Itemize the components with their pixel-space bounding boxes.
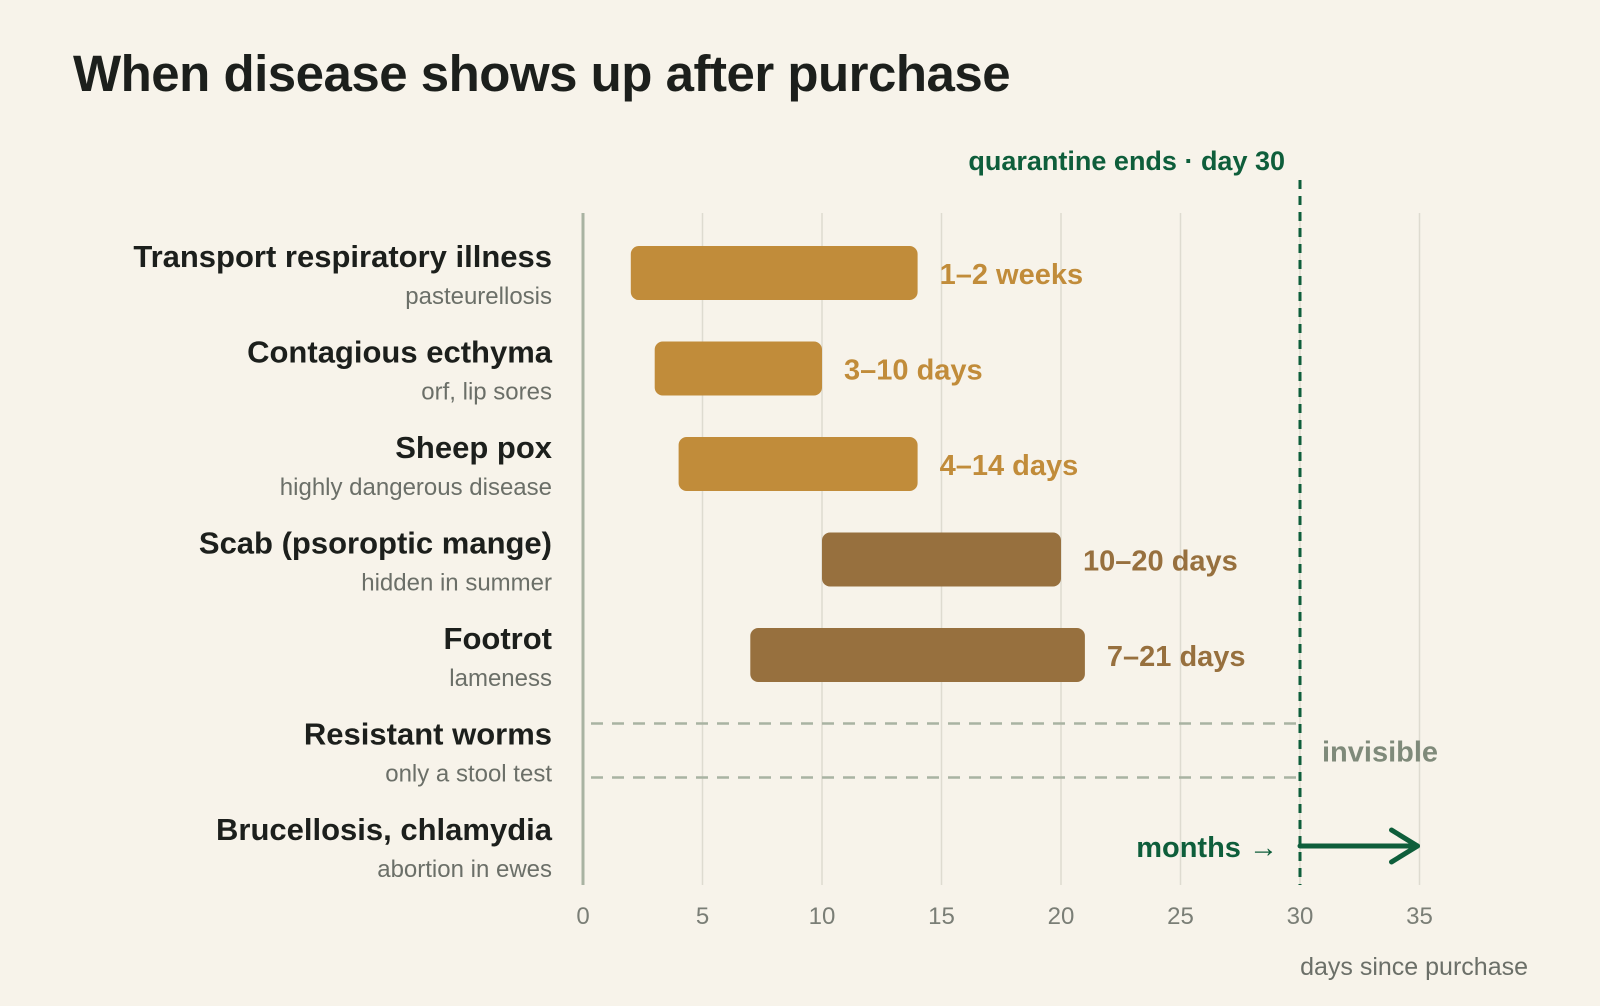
row-sublabel: only a stool test <box>385 761 552 788</box>
row-sublabel: highly dangerous disease <box>280 474 552 501</box>
row-label: Footrot <box>444 621 552 656</box>
row-sublabel: orf, lip sores <box>421 379 552 406</box>
x-tick-label: 5 <box>696 903 709 930</box>
row-sublabel: abortion in ewes <box>377 856 552 883</box>
quarantine-label: quarantine ends · day 30 <box>968 146 1285 176</box>
row-labels: Transport respiratory illness pasteurello… <box>133 239 552 883</box>
row-label: Contagious ecthyma <box>247 335 553 370</box>
row-sublabel: hidden in summer <box>361 570 552 597</box>
range-bar <box>678 437 918 491</box>
x-axis-ticks: 0 5 10 15 20 25 30 35 <box>576 903 1433 930</box>
months-label: months → <box>1136 832 1278 864</box>
x-tick-label: 25 <box>1167 903 1194 930</box>
range-label: 3–10 days <box>844 355 983 387</box>
row-sublabel: lameness <box>449 665 552 692</box>
range-label: 10–20 days <box>1083 546 1238 578</box>
row-label: Resistant worms <box>304 717 552 752</box>
chart-marks: 1–2 weeks 3–10 days 4–14 days 10–20 days 7–2… <box>591 146 1438 885</box>
x-tick-label: 0 <box>576 903 589 930</box>
x-tick-label: 35 <box>1406 903 1433 930</box>
row-label: Scab (psoroptic mange) <box>199 526 552 561</box>
range-label: 4–14 days <box>940 450 1079 482</box>
range-bar <box>822 532 1061 587</box>
x-axis-label: days since purchase <box>1300 953 1528 981</box>
months-arrowhead <box>1389 827 1420 865</box>
x-tick-label: 30 <box>1287 903 1314 930</box>
x-tick-label: 10 <box>809 903 836 930</box>
chart-title: When disease shows up after purchase <box>73 45 1011 102</box>
x-tick-label: 15 <box>928 903 955 930</box>
range-label: 1–2 weeks <box>940 259 1084 291</box>
row-sublabel: pasteurellosis <box>405 283 552 310</box>
row-label: Transport respiratory illness <box>133 239 552 274</box>
row-label: Sheep pox <box>395 430 553 465</box>
range-bar <box>750 628 1085 682</box>
range-bar <box>630 246 918 300</box>
row-label: Brucellosis, chlamydia <box>216 812 553 847</box>
x-tick-label: 20 <box>1048 903 1075 930</box>
hidden-range-label: invisible <box>1322 737 1438 769</box>
range-label: 7–21 days <box>1107 641 1246 673</box>
range-bar <box>654 341 822 396</box>
